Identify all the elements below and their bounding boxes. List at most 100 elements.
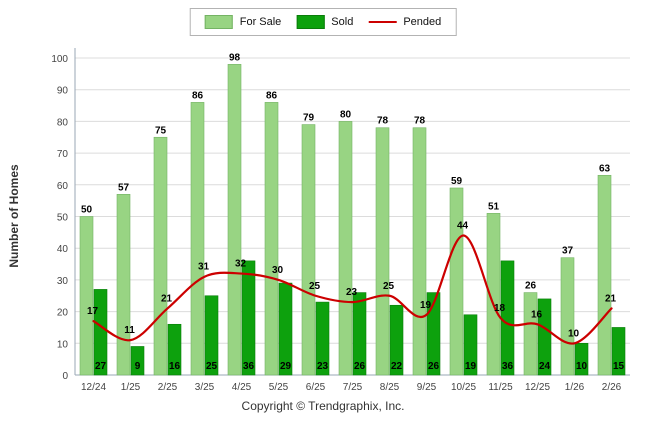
for-sale-value-label: 57 [118, 182, 130, 193]
pended-value-label: 44 [457, 221, 469, 232]
sold-bar [241, 260, 256, 376]
sold-bar [352, 292, 367, 376]
for-sale-value-label: 80 [340, 109, 352, 120]
sold-bar [500, 260, 515, 376]
pended-value-label: 31 [198, 262, 210, 273]
sold-value-label: 36 [243, 361, 255, 372]
sold-value-label: 29 [280, 361, 292, 372]
sold-bar [611, 327, 626, 376]
y-tick-label: 100 [51, 54, 68, 65]
for-sale-value-label: 37 [562, 246, 574, 257]
legend-label-sold: Sold [331, 16, 354, 28]
for-sale-bar [375, 127, 390, 376]
x-tick-label: 2/25 [158, 382, 178, 393]
sold-swatch [296, 15, 325, 29]
y-axis-title: Number of Homes [7, 164, 21, 268]
y-tick-label: 60 [57, 181, 69, 192]
for-sale-bar [301, 124, 316, 376]
for-sale-bar [116, 194, 131, 376]
sold-bar [204, 295, 219, 376]
x-tick-label: 12/24 [81, 382, 106, 393]
sold-bar [315, 301, 330, 376]
sold-value-label: 22 [391, 361, 403, 372]
x-tick-label: 6/25 [306, 382, 326, 393]
y-tick-label: 20 [57, 308, 69, 319]
for-sale-bar [449, 187, 464, 376]
copyright-text: Copyright © Trendgraphix, Inc. [241, 399, 405, 413]
sold-value-label: 15 [613, 361, 625, 372]
pended-line-swatch [368, 21, 397, 23]
for-sale-bar [486, 213, 501, 376]
for-sale-bar [597, 174, 612, 376]
sold-bar [130, 346, 145, 376]
y-tick-label: 90 [57, 86, 69, 97]
for-sale-value-label: 50 [81, 205, 93, 216]
for-sale-swatch [204, 15, 233, 29]
pended-value-label: 21 [161, 293, 173, 304]
pended-value-label: 10 [568, 328, 580, 339]
for-sale-value-label: 26 [525, 281, 537, 292]
for-sale-bar [79, 216, 94, 376]
pended-value-label: 32 [235, 259, 247, 270]
sold-value-label: 23 [317, 361, 329, 372]
for-sale-value-label: 86 [192, 90, 204, 101]
sold-value-label: 16 [169, 361, 181, 372]
pended-value-label: 25 [383, 281, 395, 292]
for-sale-value-label: 63 [599, 163, 611, 174]
x-tick-label: 8/25 [380, 382, 400, 393]
sold-value-label: 10 [576, 361, 588, 372]
pended-line [92, 234, 613, 345]
sold-bar [537, 298, 552, 376]
y-tick-label: 30 [57, 276, 69, 287]
for-sale-bar [227, 64, 242, 376]
sold-value-label: 26 [428, 361, 440, 372]
for-sale-value-label: 98 [229, 52, 241, 63]
sold-bar [389, 304, 404, 376]
legend-label-pended: Pended [403, 16, 442, 28]
sold-value-label: 36 [502, 361, 514, 372]
sold-value-label: 19 [465, 361, 477, 372]
sold-value-label: 26 [354, 361, 366, 372]
x-tick-label: 12/25 [525, 382, 550, 393]
chart-legend: For Sale Sold Pended [189, 8, 457, 36]
x-tick-label: 7/25 [343, 382, 363, 393]
pended-value-label: 19 [420, 300, 432, 311]
sold-value-label: 25 [206, 361, 218, 372]
x-tick-label: 3/25 [195, 382, 215, 393]
x-tick-label: 2/26 [602, 382, 622, 393]
pended-value-label: 17 [87, 306, 99, 317]
pended-value-label: 25 [309, 281, 321, 292]
for-sale-bar [264, 102, 279, 376]
x-tick-label: 4/25 [232, 382, 252, 393]
sold-value-label: 24 [539, 361, 551, 372]
pended-value-label: 11 [124, 325, 135, 336]
for-sale-value-label: 78 [377, 116, 389, 127]
for-sale-value-label: 79 [303, 113, 315, 124]
x-tick-label: 1/25 [121, 382, 141, 393]
y-tick-label: 0 [62, 371, 68, 382]
y-tick-label: 50 [57, 213, 69, 224]
x-tick-label: 5/25 [269, 382, 289, 393]
y-tick-label: 70 [57, 149, 69, 160]
for-sale-value-label: 59 [451, 176, 463, 187]
for-sale-bar [190, 102, 205, 376]
sold-bar [426, 292, 441, 376]
sold-bar [574, 342, 589, 376]
for-sale-value-label: 78 [414, 116, 426, 127]
sold-value-label: 9 [135, 361, 141, 372]
pended-value-label: 30 [272, 265, 284, 276]
for-sale-value-label: 86 [266, 90, 278, 101]
legend-label-for-sale: For Sale [239, 16, 282, 28]
for-sale-bar [153, 136, 168, 376]
x-tick-label: 9/25 [417, 382, 437, 393]
x-tick-label: 11/25 [488, 382, 513, 393]
y-tick-label: 80 [57, 117, 69, 128]
for-sale-bar [412, 127, 427, 376]
for-sale-bar [523, 292, 538, 376]
for-sale-bar [560, 257, 575, 376]
sold-bar [167, 323, 182, 376]
for-sale-value-label: 51 [488, 201, 500, 212]
for-sale-value-label: 75 [155, 125, 167, 136]
pended-value-label: 21 [605, 293, 617, 304]
